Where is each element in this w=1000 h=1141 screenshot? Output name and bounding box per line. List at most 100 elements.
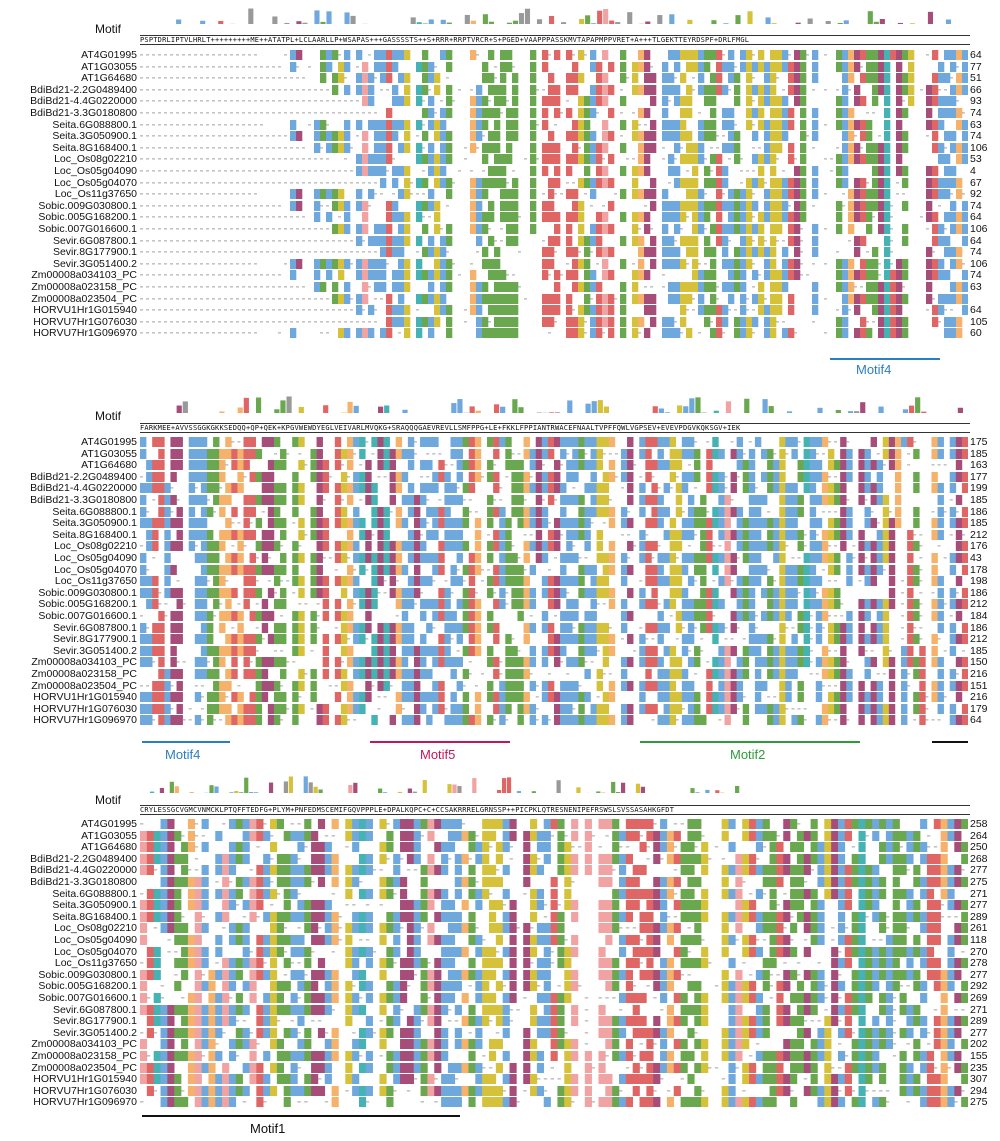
logo-column bbox=[314, 10, 320, 24]
alignment-row-residues bbox=[140, 282, 969, 292]
end-positions: 258 264 250 268 277 275 271 277 289 261 118 270 278 2… bbox=[970, 819, 1000, 1119]
logo-column bbox=[464, 14, 470, 24]
alignment-row-residues bbox=[140, 518, 969, 529]
sequence-name: BdiBd21-4.4G0220000 bbox=[30, 482, 137, 495]
alignment-row bbox=[140, 460, 968, 471]
alignment-row-residues bbox=[140, 1039, 969, 1050]
alignment-row bbox=[140, 84, 969, 95]
logo-column bbox=[705, 789, 710, 793]
sequence-name: Loc_Os05g04070 bbox=[54, 176, 137, 189]
logo-column bbox=[807, 18, 813, 24]
logo-column bbox=[298, 406, 304, 413]
end-position: 185 bbox=[970, 494, 988, 506]
logo-column bbox=[687, 19, 693, 24]
alignment-row-residues bbox=[140, 131, 969, 142]
logo-column bbox=[847, 411, 854, 413]
alignment-row-residues bbox=[140, 96, 959, 107]
sequence-name: BdiBd21-3.3G0180800 bbox=[30, 494, 137, 506]
alignment-row-residues bbox=[140, 166, 957, 176]
logo-column bbox=[762, 399, 768, 413]
alignment-row-residues bbox=[140, 842, 969, 853]
end-position: 271 bbox=[970, 1003, 988, 1016]
end-position: 186 bbox=[970, 505, 988, 518]
alignment-row bbox=[140, 599, 969, 610]
sequence-name: BdiBd21-3.3G0180800 bbox=[30, 876, 137, 888]
sequence-name: HORVU1Hr1G015940 bbox=[33, 1073, 137, 1086]
alignment-row bbox=[140, 1074, 969, 1085]
sequence-name: AT1G64680 bbox=[81, 72, 137, 85]
end-positions: 64 77 51 66 93 74 63 74 106 53 4 67 92 74 64 106 64 74 106… bbox=[970, 50, 1000, 350]
sequence-logo bbox=[176, 396, 963, 413]
end-position: 4 bbox=[970, 165, 976, 177]
end-position: 212 bbox=[970, 633, 988, 646]
sequence-name: Zm00008a023504_PC bbox=[31, 1061, 137, 1074]
alignment-row-residues bbox=[140, 235, 969, 246]
logo-column bbox=[843, 20, 849, 24]
logo-column bbox=[817, 407, 823, 413]
end-position: 106 bbox=[970, 257, 988, 270]
alignment-row-residues bbox=[140, 154, 969, 165]
sequence-name: Sevir.8G177900.1 bbox=[52, 1015, 137, 1028]
sequence-name: HORVU7Hr1G096970 bbox=[33, 327, 137, 340]
alignment-row bbox=[140, 900, 969, 911]
sequence-name: BdiBd21-3.3G0180800 bbox=[30, 107, 137, 119]
alignment-row bbox=[140, 142, 969, 153]
logo-column bbox=[576, 787, 581, 793]
sequence-name: Sobic.009G030800.1 bbox=[38, 968, 137, 981]
alignment-row bbox=[140, 715, 969, 726]
sequence-name: AT1G64680 bbox=[81, 841, 137, 854]
end-position: 179 bbox=[970, 702, 988, 715]
motif2-label: Motif2 bbox=[730, 747, 766, 762]
logo-column bbox=[457, 399, 463, 413]
logo-column bbox=[412, 791, 417, 793]
alignment-row-residues bbox=[158, 669, 969, 679]
alignment-row-residues bbox=[140, 328, 963, 339]
sequence-name: Zm00008a034103_PC bbox=[31, 656, 137, 669]
sequence-name: Loc_Os05g04070 bbox=[54, 563, 137, 576]
alignment-row-residues bbox=[146, 946, 965, 957]
sequence-name: Sobic.007G016600.1 bbox=[38, 992, 137, 1004]
alignment-row bbox=[140, 853, 969, 864]
logo-column bbox=[482, 14, 488, 24]
alignment-row bbox=[140, 657, 969, 668]
sequence-name: HORVU7Hr1G076030 bbox=[33, 315, 137, 328]
logo-column bbox=[555, 412, 561, 413]
alignment-row-residues bbox=[140, 293, 969, 304]
sequence-name: Zm00008a023504_PC bbox=[31, 292, 137, 305]
end-position: 177 bbox=[970, 470, 988, 483]
alignment-row bbox=[140, 96, 968, 107]
end-position: 60 bbox=[970, 327, 982, 340]
logo-column bbox=[795, 22, 801, 24]
sequence-name: Loc_Os11g37650 bbox=[54, 957, 137, 970]
logo-column bbox=[786, 411, 793, 413]
alignment-row bbox=[140, 437, 969, 447]
logo-column bbox=[451, 403, 457, 413]
alignment-row-residues bbox=[140, 645, 965, 656]
end-position: 261 bbox=[970, 922, 988, 935]
logo-column bbox=[860, 402, 866, 413]
logo-column bbox=[677, 405, 683, 413]
logo-column bbox=[603, 8, 609, 24]
logo-column bbox=[548, 16, 555, 24]
logo-column bbox=[347, 401, 353, 413]
alignment-row bbox=[140, 282, 969, 292]
sequence-name: Zm00008a023158_PC bbox=[31, 281, 137, 293]
logo-column bbox=[516, 791, 522, 793]
logo-column bbox=[274, 409, 280, 413]
end-position: 186 bbox=[970, 586, 988, 599]
alignment-row-residues bbox=[140, 1051, 962, 1061]
logo-column bbox=[695, 792, 700, 793]
logo-column bbox=[296, 21, 302, 24]
logo-column bbox=[645, 21, 651, 24]
sequence-name: AT1G03055 bbox=[81, 60, 137, 73]
sequence-name: Sobic.009G030800.1 bbox=[38, 586, 137, 599]
alignment-row bbox=[140, 293, 969, 304]
alignment-row bbox=[140, 1004, 968, 1015]
end-position: 264 bbox=[970, 829, 988, 842]
alignment-row bbox=[140, 981, 969, 992]
alignment-row-residues bbox=[140, 73, 969, 84]
alignment-row-residues bbox=[140, 258, 965, 269]
sequence-name: Loc_Os05g04090 bbox=[54, 934, 137, 946]
sequence-name: Sevir.8G177900.1 bbox=[52, 246, 137, 259]
end-position: 77 bbox=[970, 60, 982, 73]
